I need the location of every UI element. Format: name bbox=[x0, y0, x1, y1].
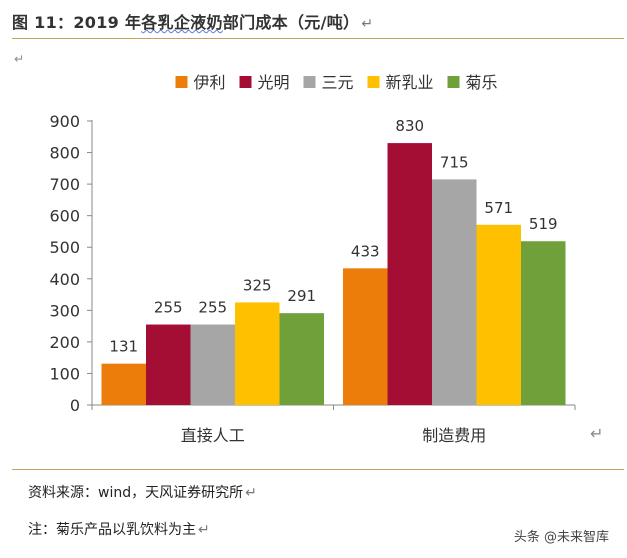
bar-group bbox=[101, 143, 566, 406]
y-axis: 0 100 200 300 400 500 600 700 800 900 bbox=[49, 112, 93, 415]
data-label: 255 bbox=[198, 299, 227, 317]
legend-swatch bbox=[303, 76, 316, 88]
y-tick-label: 600 bbox=[49, 207, 80, 226]
top-rule bbox=[12, 38, 624, 39]
x-tick-label: 制造费用 bbox=[422, 426, 486, 445]
legend-swatch bbox=[447, 76, 460, 88]
x-axis: 直接人工 制造费用 bbox=[91, 404, 576, 445]
chart-legend: 伊利 光明 三元 新乳业 菊乐 bbox=[175, 73, 498, 92]
y-tick-label: 900 bbox=[49, 112, 80, 131]
footnote-text: 注：菊乐产品以乳饮料为主 bbox=[28, 522, 196, 538]
bar bbox=[279, 313, 324, 405]
data-label: 519 bbox=[529, 215, 558, 233]
y-tick-label: 200 bbox=[49, 333, 80, 352]
legend-label: 伊利 bbox=[194, 73, 226, 92]
data-label: 255 bbox=[154, 299, 183, 317]
bar bbox=[235, 302, 280, 405]
data-label: 715 bbox=[440, 153, 469, 171]
source-text: 资料来源：wind，天风证券研究所 bbox=[28, 485, 244, 501]
bar bbox=[387, 143, 432, 406]
source-note: 资料来源：wind，天风证券研究所 ↵ bbox=[28, 482, 257, 502]
bar bbox=[476, 224, 521, 405]
legend-label: 光明 bbox=[258, 73, 290, 92]
y-tick-label: 400 bbox=[49, 270, 80, 289]
y-tick-label: 700 bbox=[49, 175, 80, 194]
bar bbox=[146, 324, 191, 405]
figure-title-rest: 部门成本（元/吨） bbox=[222, 13, 360, 32]
data-label: 291 bbox=[287, 287, 316, 305]
legend-label: 新乳业 bbox=[386, 73, 434, 92]
paragraph-mark-icon: ↵ bbox=[245, 485, 257, 501]
bar bbox=[343, 268, 388, 405]
data-label: 325 bbox=[243, 276, 272, 294]
bar bbox=[521, 241, 566, 405]
y-tick-label: 800 bbox=[49, 144, 80, 163]
paragraph-mark-icon: ↵ bbox=[361, 16, 374, 32]
figure-title-squiggled: 各乳企液奶 bbox=[141, 13, 223, 32]
figure-title: 图 11：2019 年各乳企液奶部门成本（元/吨） ↵ bbox=[12, 9, 373, 33]
legend-swatch bbox=[175, 76, 188, 88]
data-labels: 131 433 255 830 255 715 325 571 291 519 bbox=[109, 117, 557, 356]
y-tick-label: 300 bbox=[49, 301, 80, 320]
y-tick-label: 0 bbox=[70, 396, 80, 415]
legend-label: 三元 bbox=[322, 73, 354, 92]
y-tick-label: 100 bbox=[49, 364, 80, 383]
data-label: 433 bbox=[351, 242, 380, 260]
legend-label: 菊乐 bbox=[466, 73, 498, 92]
y-tick-label: 500 bbox=[49, 238, 80, 257]
bar bbox=[190, 324, 235, 405]
paragraph-mark-icon: ↵ bbox=[198, 522, 210, 538]
bar bbox=[101, 363, 146, 405]
data-label: 571 bbox=[484, 199, 513, 217]
bar bbox=[432, 179, 477, 405]
paragraph-mark-icon: ↵ bbox=[14, 52, 25, 66]
x-tick-label: 直接人工 bbox=[181, 426, 245, 445]
bottom-rule bbox=[12, 469, 624, 470]
data-label: 830 bbox=[395, 117, 424, 135]
legend-swatch bbox=[239, 76, 252, 88]
legend-swatch bbox=[367, 76, 380, 88]
bar-chart: 伊利 光明 三元 新乳业 菊乐 0 100 200 300 400 500 600 700 800 900… bbox=[49, 73, 576, 445]
data-label: 131 bbox=[109, 338, 138, 356]
paragraph-mark-icon: ↵ bbox=[590, 424, 604, 443]
footnote: 注：菊乐产品以乳饮料为主 ↵ bbox=[28, 519, 210, 539]
watermark: 头条 @未来智库 bbox=[511, 526, 611, 545]
figure-title-prefix: 图 11：2019 年 bbox=[12, 13, 142, 32]
